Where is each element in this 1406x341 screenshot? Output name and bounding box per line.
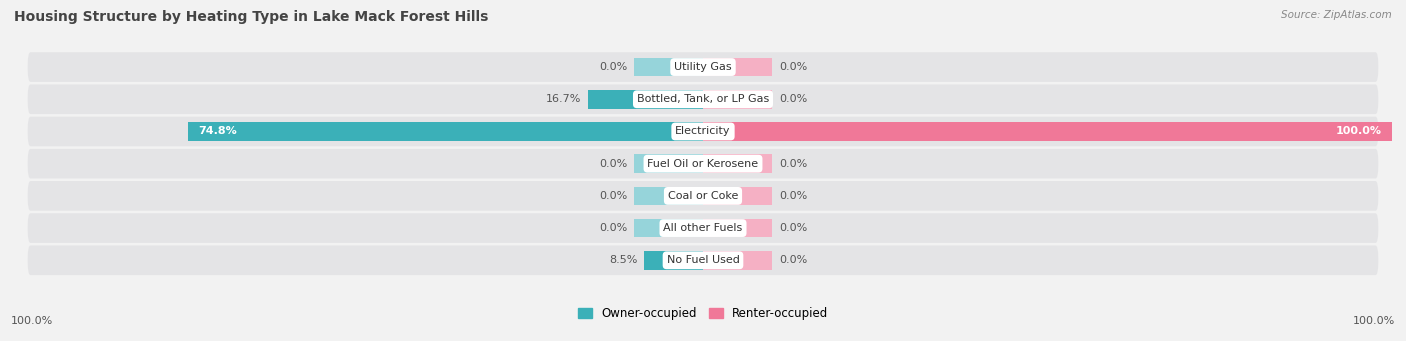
Text: 100.0%: 100.0%: [1336, 127, 1382, 136]
Text: 0.0%: 0.0%: [599, 62, 627, 72]
Text: 100.0%: 100.0%: [11, 315, 53, 326]
FancyBboxPatch shape: [28, 117, 1378, 146]
Bar: [634, 154, 703, 173]
Bar: [588, 90, 703, 109]
Text: 74.8%: 74.8%: [198, 127, 236, 136]
Text: 0.0%: 0.0%: [779, 191, 807, 201]
FancyBboxPatch shape: [28, 181, 1378, 211]
FancyBboxPatch shape: [28, 246, 1378, 275]
Text: 0.0%: 0.0%: [599, 191, 627, 201]
Bar: [703, 58, 772, 76]
Bar: [703, 187, 772, 205]
Text: Fuel Oil or Kerosene: Fuel Oil or Kerosene: [647, 159, 759, 169]
Text: 0.0%: 0.0%: [779, 223, 807, 233]
Text: Source: ZipAtlas.com: Source: ZipAtlas.com: [1281, 10, 1392, 20]
Bar: [634, 58, 703, 76]
Bar: [634, 219, 703, 237]
Bar: [634, 187, 703, 205]
Text: 8.5%: 8.5%: [609, 255, 637, 265]
Text: 0.0%: 0.0%: [779, 94, 807, 104]
FancyBboxPatch shape: [28, 85, 1378, 114]
Bar: [644, 251, 703, 270]
Text: Coal or Coke: Coal or Coke: [668, 191, 738, 201]
Text: All other Fuels: All other Fuels: [664, 223, 742, 233]
Bar: [703, 219, 772, 237]
Bar: [703, 122, 1392, 141]
Text: 0.0%: 0.0%: [779, 159, 807, 169]
Bar: [703, 90, 772, 109]
Text: 0.0%: 0.0%: [779, 255, 807, 265]
Text: Bottled, Tank, or LP Gas: Bottled, Tank, or LP Gas: [637, 94, 769, 104]
Text: 0.0%: 0.0%: [599, 159, 627, 169]
Text: Utility Gas: Utility Gas: [675, 62, 731, 72]
Legend: Owner-occupied, Renter-occupied: Owner-occupied, Renter-occupied: [572, 302, 834, 325]
FancyBboxPatch shape: [28, 213, 1378, 243]
Text: No Fuel Used: No Fuel Used: [666, 255, 740, 265]
Bar: [703, 251, 772, 270]
FancyBboxPatch shape: [28, 52, 1378, 82]
FancyBboxPatch shape: [28, 149, 1378, 178]
Text: 0.0%: 0.0%: [599, 223, 627, 233]
Text: 0.0%: 0.0%: [779, 62, 807, 72]
Bar: [187, 122, 703, 141]
Text: Housing Structure by Heating Type in Lake Mack Forest Hills: Housing Structure by Heating Type in Lak…: [14, 10, 488, 24]
Text: Electricity: Electricity: [675, 127, 731, 136]
Text: 16.7%: 16.7%: [546, 94, 581, 104]
Text: 100.0%: 100.0%: [1353, 315, 1395, 326]
Bar: [703, 154, 772, 173]
